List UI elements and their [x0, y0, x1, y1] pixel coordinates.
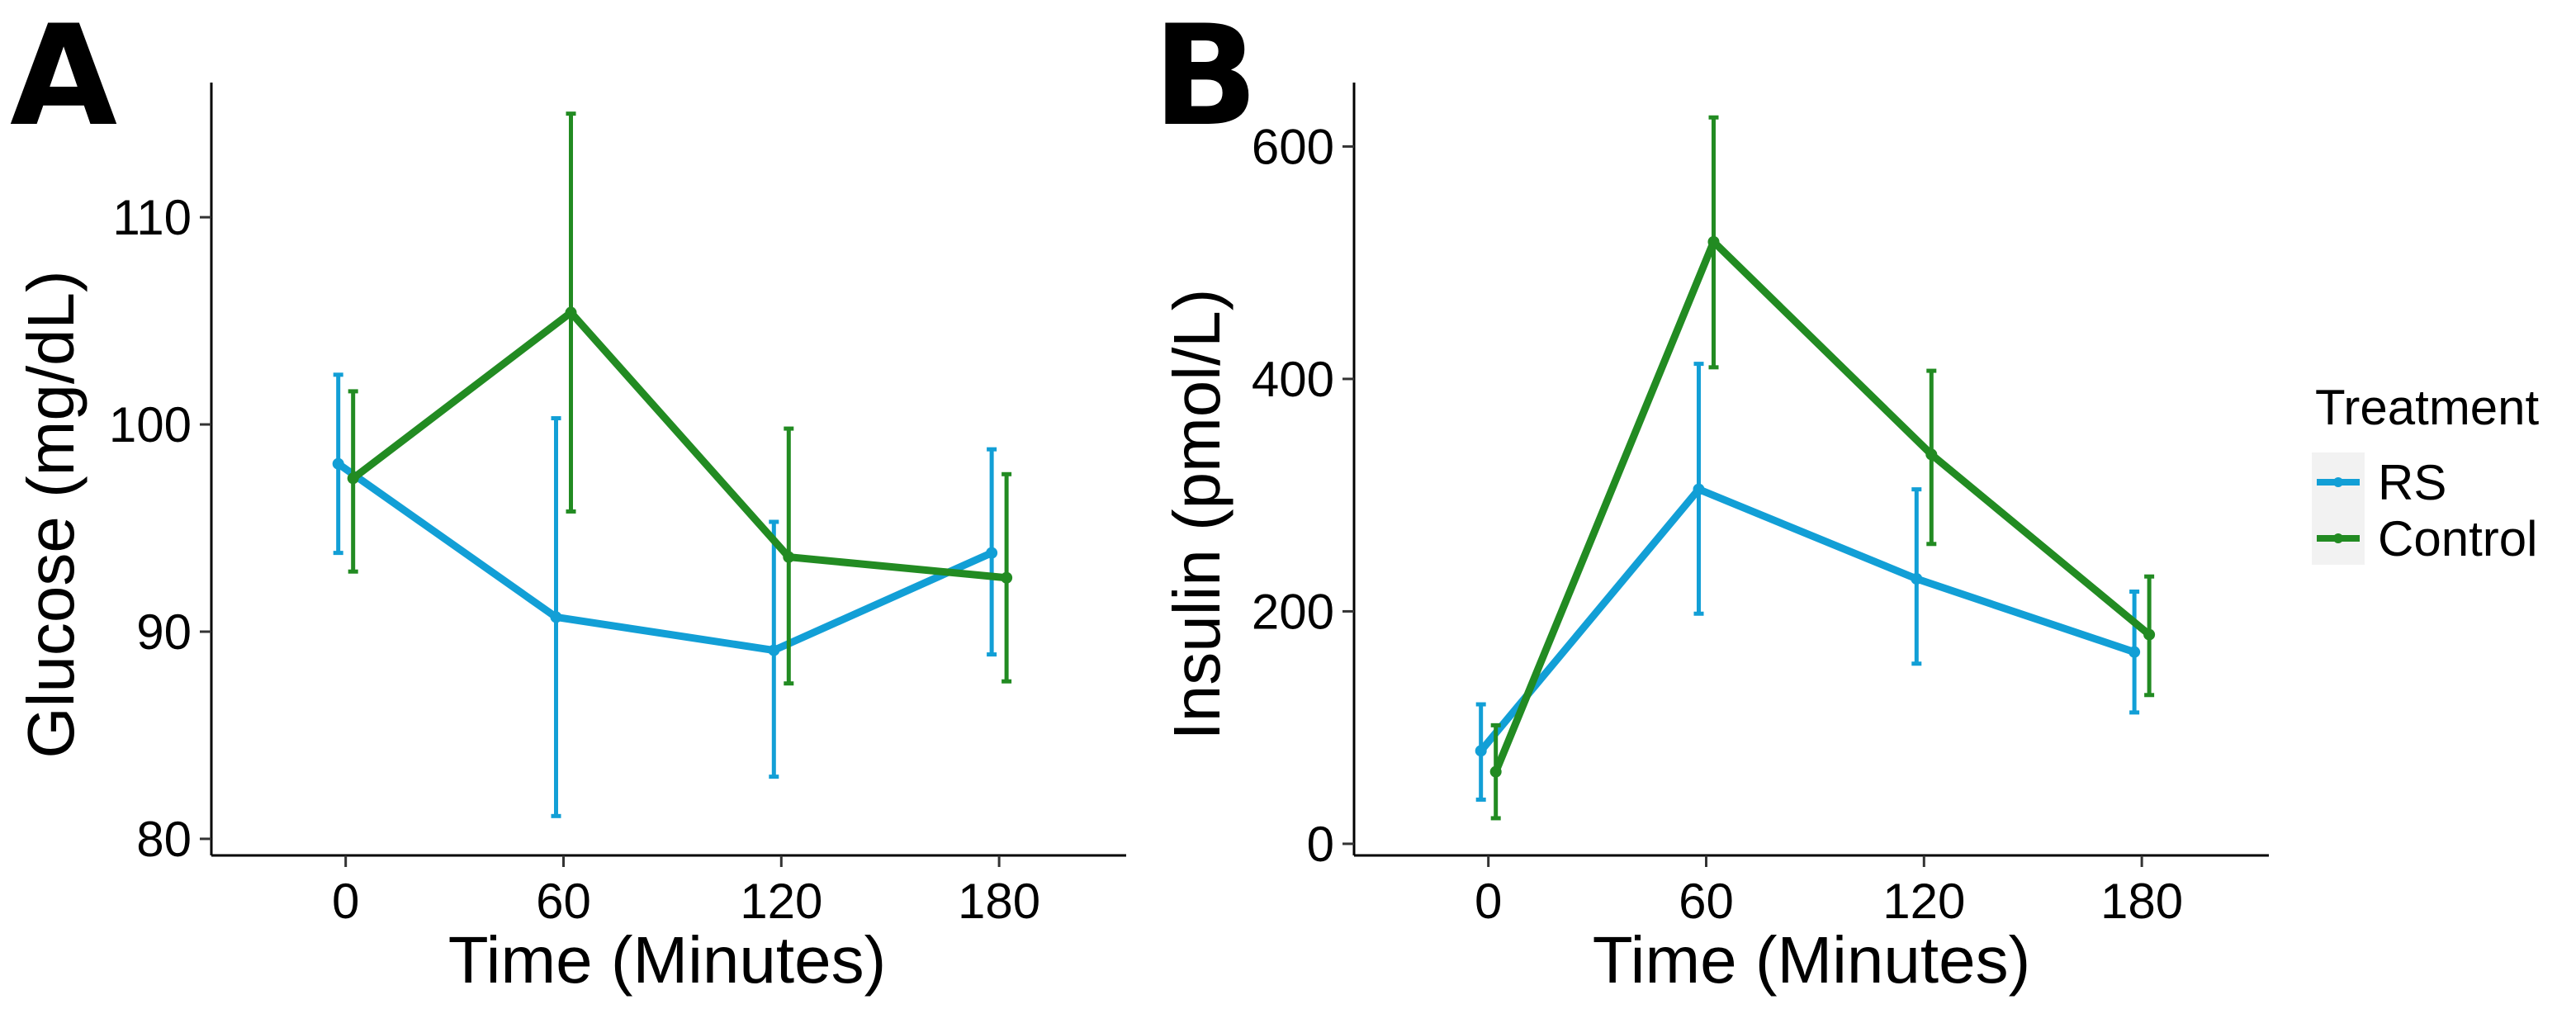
legend-label-rs: RS: [2378, 455, 2446, 510]
panel-b-plot-area: 0 200 400 600 0 60 120 180: [1252, 83, 2269, 929]
panel-a-rs-line: [336, 461, 993, 655]
panel-a-x-tick-label: 60: [536, 874, 591, 929]
panel-b-control-point: [1925, 448, 1938, 461]
legend-key-background: [2312, 452, 2365, 565]
panel-b-rs-point: [1911, 573, 1923, 585]
panel-a-control-point: [1001, 571, 1013, 584]
panel-b-x-axis-title: Time (Minutes): [1593, 923, 2030, 997]
panel-a-y-tick-label: 80: [136, 812, 192, 867]
panel-a-y-axis-title: Glucose (mg/dL): [14, 270, 88, 758]
panel-a-x-tick-label: 0: [332, 874, 359, 929]
panel-b-rs-point: [2129, 646, 2141, 658]
panel-a-rs-point: [986, 547, 998, 559]
panel-b-label: B: [1153, 0, 1258, 157]
legend-label-control: Control: [2378, 511, 2537, 566]
panel-b-y-axis-title: Insulin (pmol/L): [1160, 289, 1234, 741]
panel-b-rs-line: [1478, 486, 2136, 754]
panel-a-x-tick-label: 120: [740, 874, 822, 929]
panel-b-rs-point: [1475, 745, 1487, 757]
legend: Treatment RS Control: [2312, 380, 2540, 566]
legend-item-control: Control: [2317, 511, 2537, 566]
panel-b-y-tick-label: 0: [1307, 817, 1334, 872]
panel-b-x-tick-label: 180: [2100, 874, 2183, 929]
legend-marker-control: [2333, 533, 2343, 543]
panel-b-rs-point: [1693, 483, 1705, 495]
legend-marker-rs: [2333, 477, 2343, 487]
panel-b-control-line: [1492, 238, 2152, 774]
panel-b-control-point: [1707, 235, 1720, 248]
panel-b-control-point: [1489, 765, 1502, 778]
panel-a-rs-point: [768, 644, 780, 656]
panel-a-y-tick-label: 90: [136, 604, 192, 660]
panel-a-rs-point: [550, 611, 562, 623]
panel-a-control-point: [347, 472, 359, 485]
panel-a-x-axis-title: Time (Minutes): [448, 923, 886, 997]
panel-a-control-line: [350, 309, 1007, 582]
panel-a-rs-point: [332, 457, 344, 470]
panel-b-x-tick-label: 0: [1475, 874, 1502, 929]
panel-b-y-tick-label: 200: [1252, 584, 1334, 639]
panel-a-x-tick-label: 180: [958, 874, 1040, 929]
panel-b-y-tick-label: 600: [1252, 119, 1334, 174]
panel-b: B Insulin (pmol/L) Time (Minutes) 0 200 40…: [1153, 0, 2269, 997]
legend-item-rs: RS: [2317, 455, 2446, 510]
legend-title: Treatment: [2315, 380, 2540, 435]
panel-a-y-tick-label: 100: [109, 397, 192, 452]
panel-a-plot-area: 80 90 100 110 0 60 120 180: [109, 83, 1126, 929]
panel-b-y-tick-label: 400: [1252, 352, 1334, 407]
panel-b-control-point: [2143, 628, 2156, 641]
panel-b-x-tick-label: 120: [1882, 874, 1965, 929]
panel-a-y-tick-label: 110: [112, 190, 192, 245]
panel-b-x-tick-label: 60: [1679, 874, 1734, 929]
panel-a-label: A: [10, 0, 117, 157]
panel-a-control-point: [783, 551, 795, 563]
panel-a: A Glucose (mg/dL) Time (Minutes) 80 90 100…: [10, 0, 1126, 997]
panel-a-control-point: [565, 306, 577, 319]
